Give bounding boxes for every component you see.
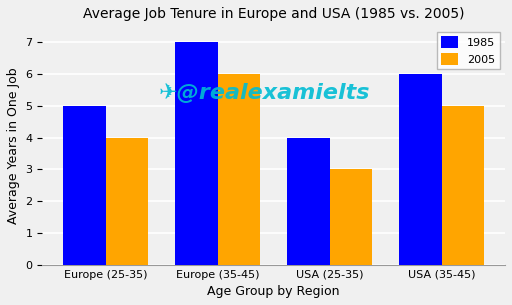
Bar: [287, 138, 330, 265]
Legend: 1985, 2005: 1985, 2005: [437, 32, 500, 69]
Title: Average Job Tenure in Europe and USA (1985 vs. 2005): Average Job Tenure in Europe and USA (19…: [83, 7, 464, 21]
Bar: [106, 138, 148, 265]
Bar: [399, 74, 441, 265]
Bar: [330, 169, 372, 265]
Text: ✈@realexamielts: ✈@realexamielts: [159, 83, 370, 103]
Bar: [441, 106, 484, 265]
Bar: [63, 106, 106, 265]
Bar: [218, 74, 260, 265]
Bar: [175, 42, 218, 265]
X-axis label: Age Group by Region: Age Group by Region: [207, 285, 340, 298]
Y-axis label: Average Years in One Job: Average Years in One Job: [7, 67, 20, 224]
